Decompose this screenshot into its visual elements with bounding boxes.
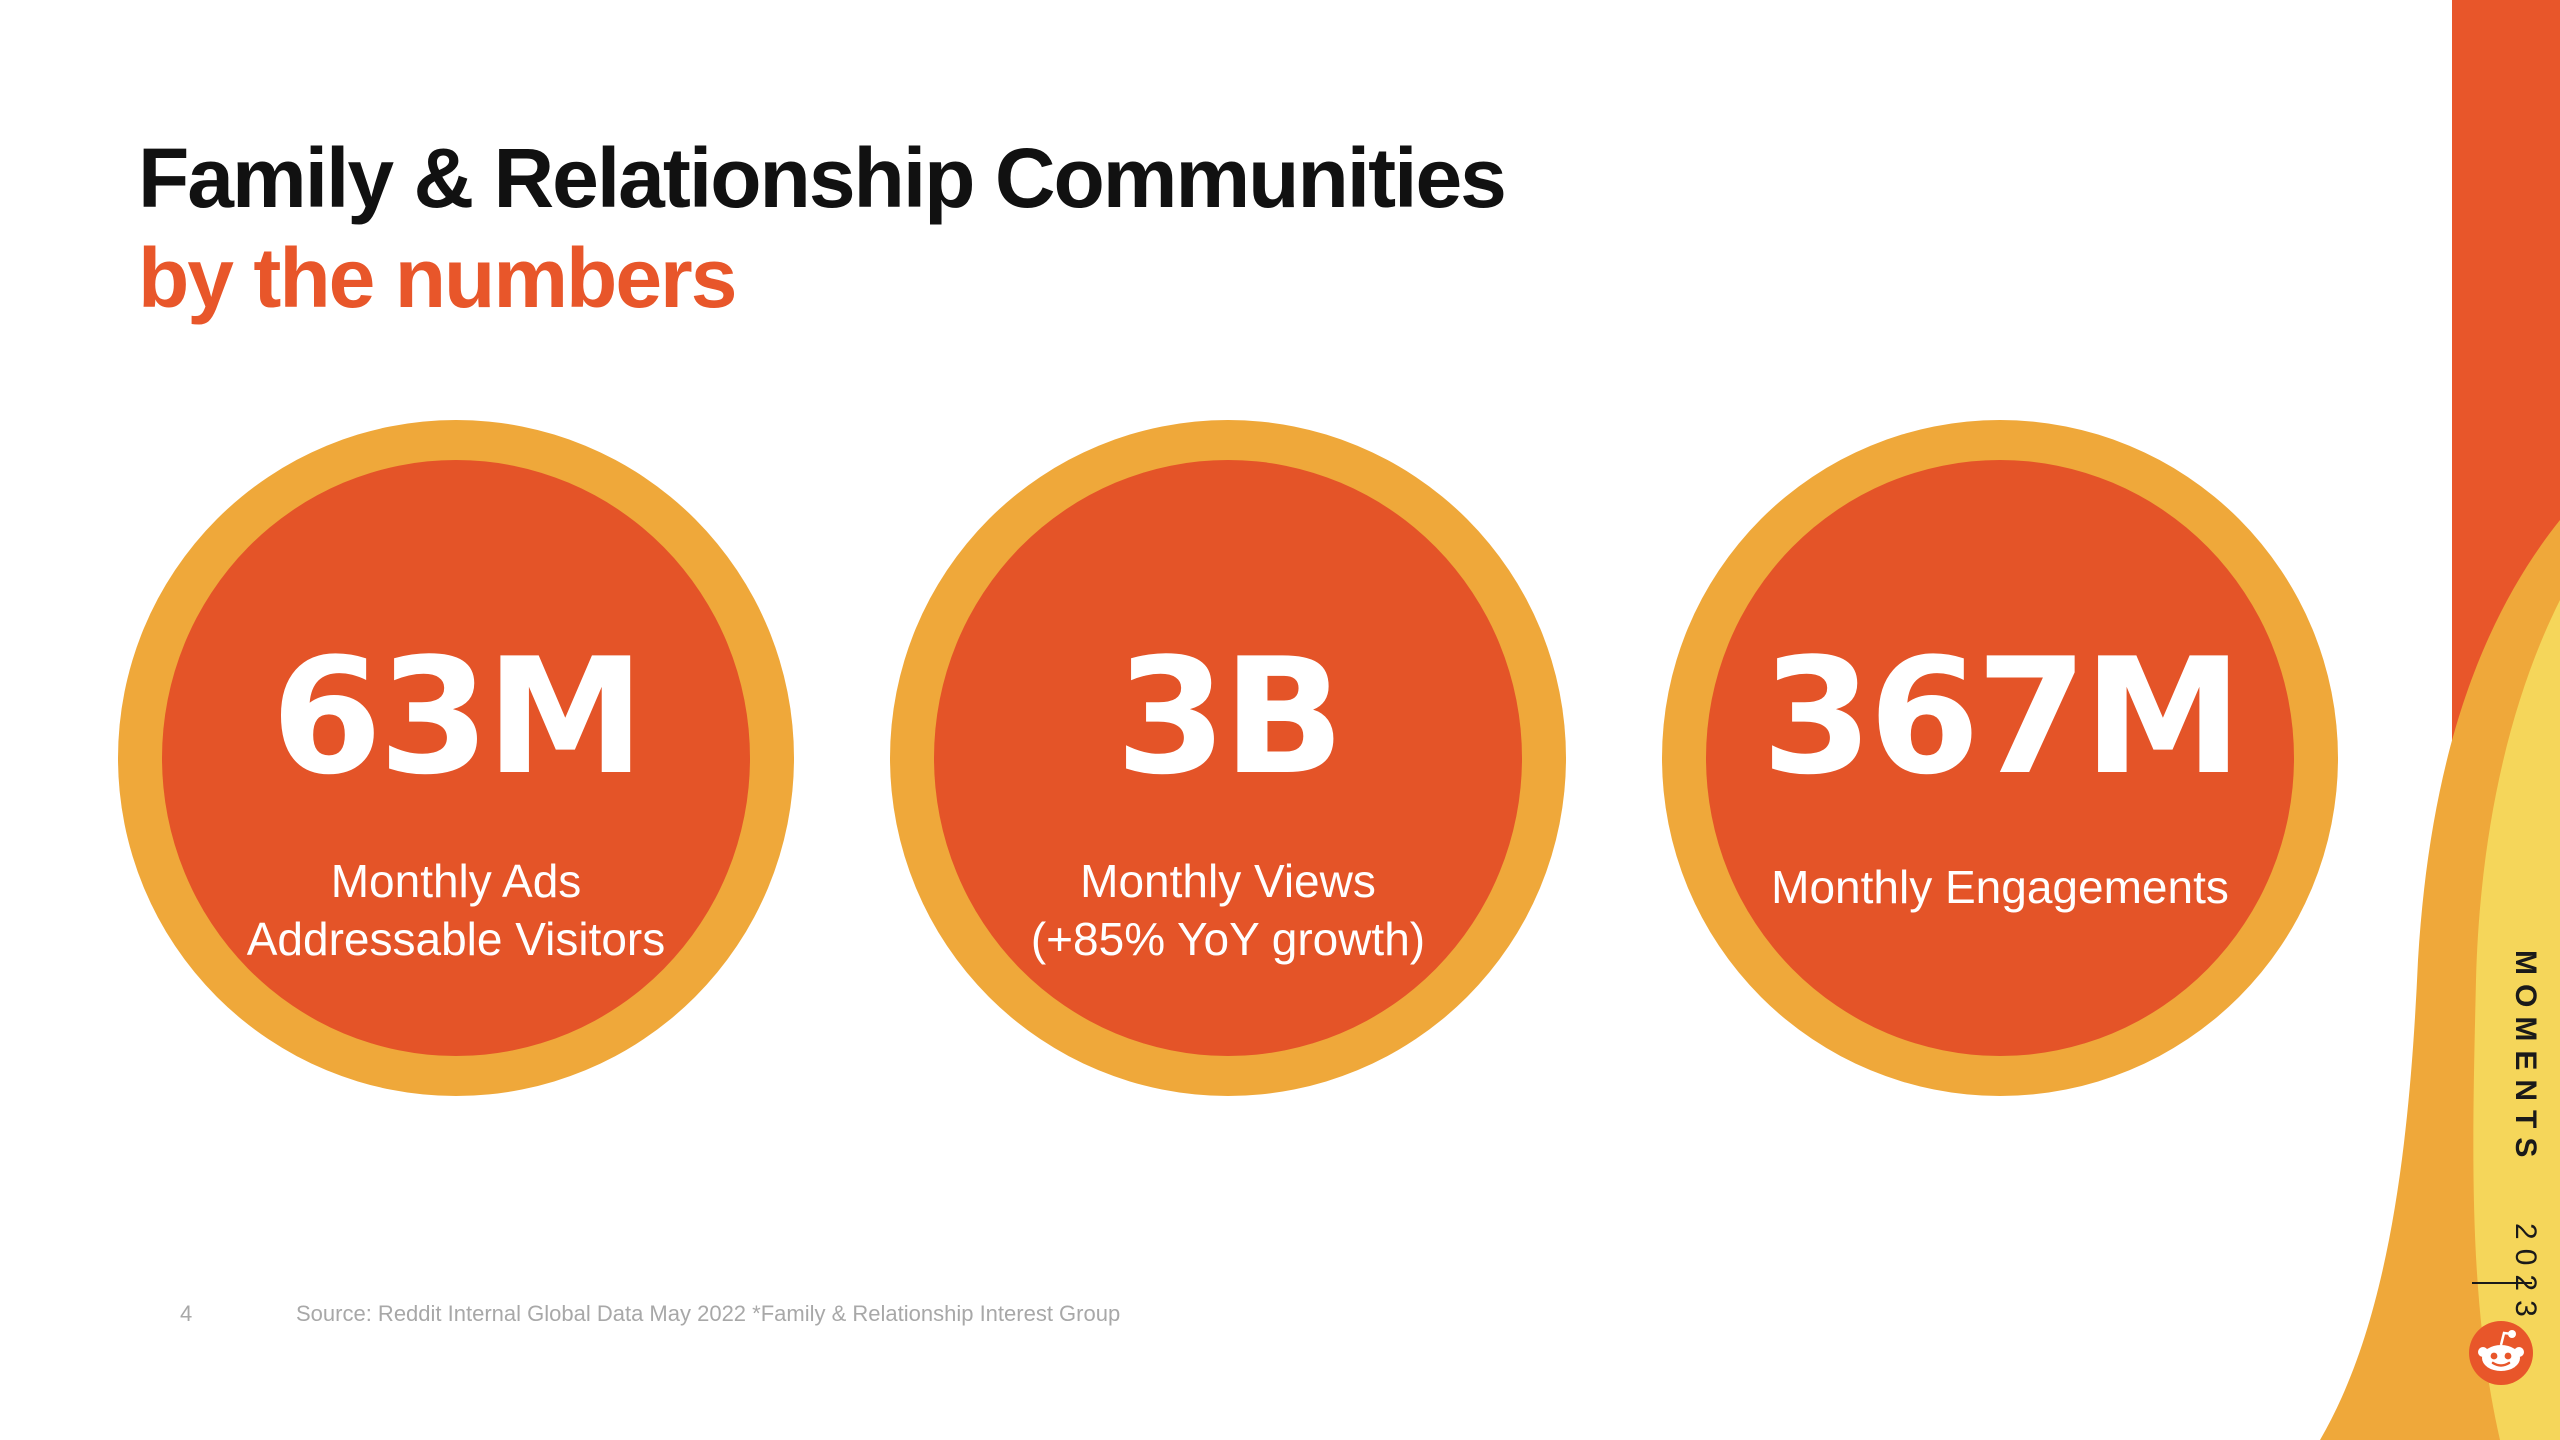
stat-circle-engagements: 367M Monthly Engagements bbox=[1662, 420, 2338, 1096]
decorative-wave-band bbox=[2320, 0, 2560, 1440]
stat-label-line: Monthly Ads bbox=[330, 855, 582, 907]
yellow-wave bbox=[2473, 600, 2560, 1440]
stat-value: 367M bbox=[1761, 623, 2242, 810]
reddit-snoo-icon bbox=[2469, 1321, 2533, 1385]
stat-label-line: Addressable Visitors bbox=[246, 913, 666, 965]
stat-label-line: Monthly Engagements bbox=[1771, 861, 2229, 913]
stat-label-line: Monthly Views bbox=[1080, 855, 1376, 907]
brand-name: MOMENTS bbox=[2509, 950, 2542, 1167]
stat-label: Monthly Views (+85% YoY growth) bbox=[954, 852, 1502, 968]
stat-label: Monthly Ads Addressable Visitors bbox=[182, 852, 730, 968]
stat-circle-inner: 3B Monthly Views (+85% YoY growth) bbox=[934, 460, 1522, 1056]
stat-value: 63M bbox=[271, 623, 645, 810]
brand-divider bbox=[2472, 1282, 2532, 1284]
stat-circle-inner: 367M Monthly Engagements bbox=[1706, 460, 2294, 1056]
page-subtitle: by the numbers bbox=[138, 231, 737, 325]
page-title: Family & Relationship Communities bbox=[138, 131, 1507, 225]
source-note: Source: Reddit Internal Global Data May … bbox=[296, 1301, 1121, 1326]
stat-label-line: (+85% YoY growth) bbox=[1030, 913, 1426, 965]
stat-circle-visitors: 63M Monthly Ads Addressable Visitors bbox=[118, 420, 794, 1096]
stat-value: 3B bbox=[1115, 623, 1344, 810]
page-number: 4 bbox=[180, 1301, 193, 1326]
title-block: Family & Relationship Communities by the… bbox=[138, 128, 1507, 328]
brand-year: 2023 bbox=[2509, 1223, 2542, 1326]
stat-label: Monthly Engagements bbox=[1726, 858, 2274, 916]
brand-wordmark: MOMENTS 2023 bbox=[2502, 950, 2542, 1326]
stat-circle-views: 3B Monthly Views (+85% YoY growth) bbox=[890, 420, 1566, 1096]
stat-circle-inner: 63M Monthly Ads Addressable Visitors bbox=[162, 460, 750, 1056]
